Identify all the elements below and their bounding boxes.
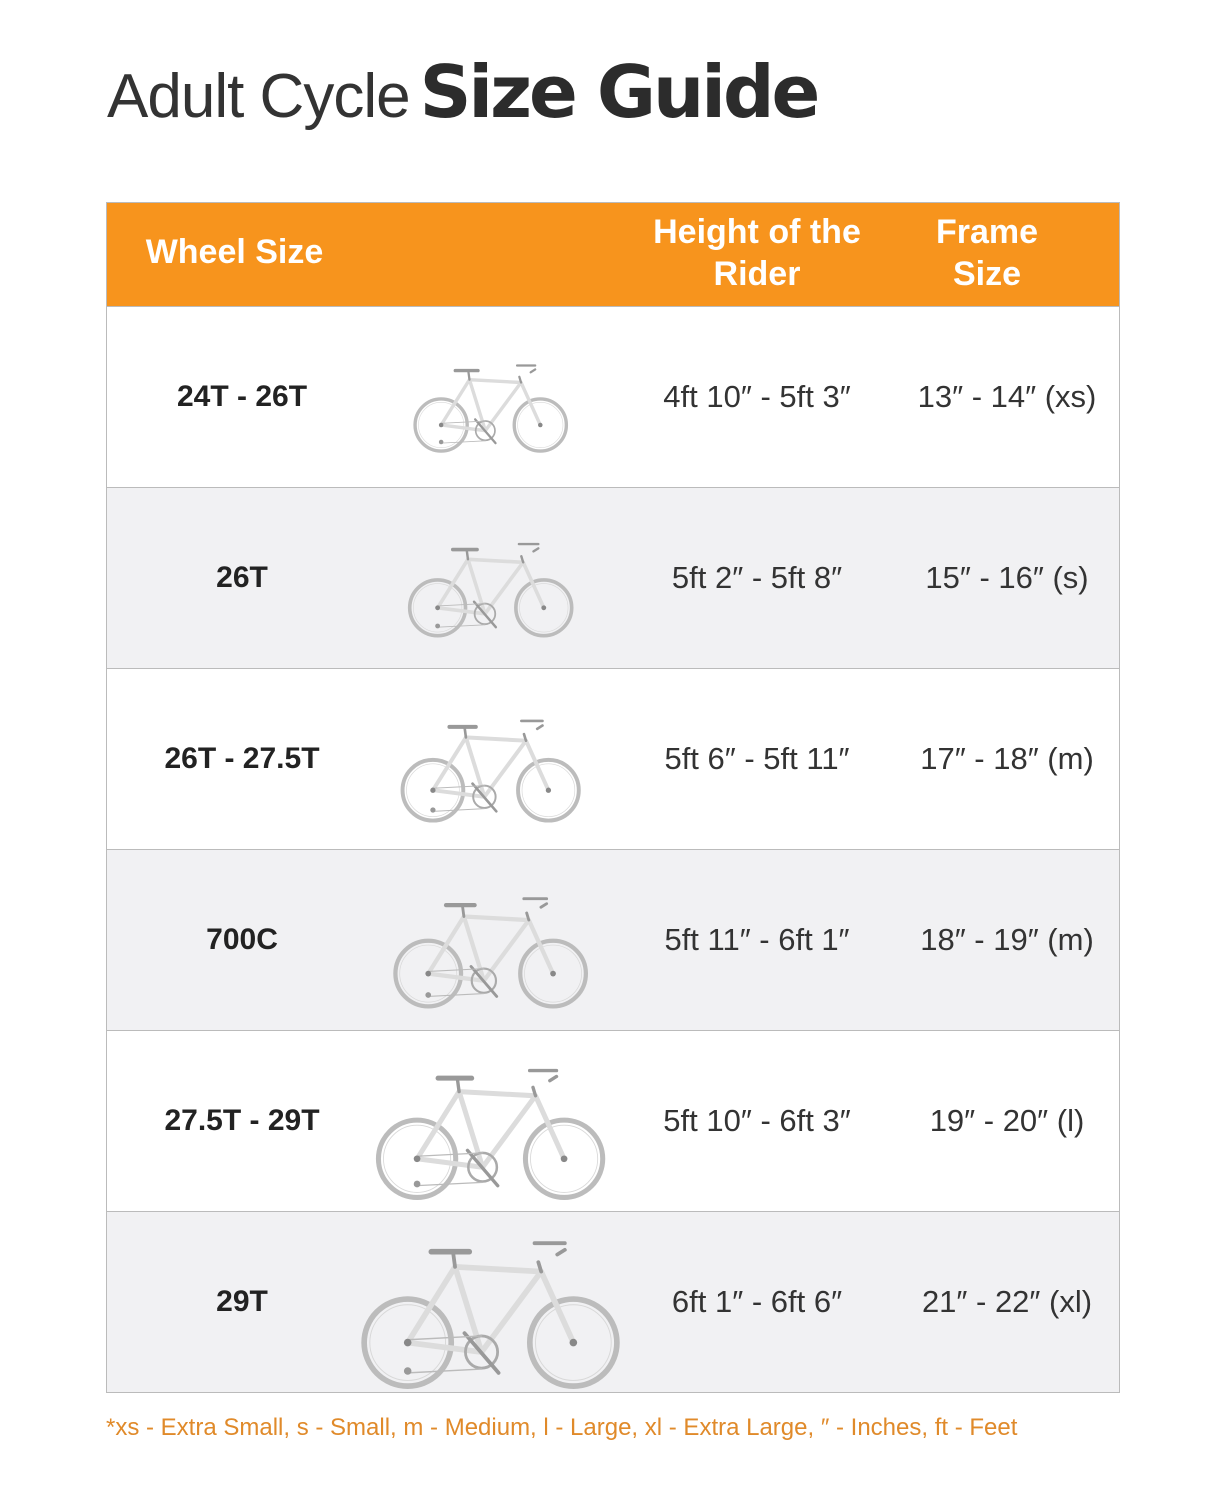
table-row: 27.5T - 29T 5ft 10″ - 6ft 3″ 19″ - 20″ (… bbox=[107, 1030, 1119, 1211]
wheel-size: 24T - 26T bbox=[176, 380, 308, 413]
wheel-size: 29T bbox=[216, 1285, 268, 1318]
rider-height: 5ft 6″ - 5ft 11″ bbox=[664, 741, 850, 776]
title-light: Adult Cycle bbox=[107, 62, 411, 131]
table-row: 26T 5ft 2″ - 5ft 8″ 15″ - 16″ (s) bbox=[107, 487, 1119, 668]
frame-size: 17″ - 18″ (m) bbox=[920, 741, 1094, 776]
bicycle-icon bbox=[384, 888, 598, 1013]
bicycle-icon bbox=[406, 357, 576, 456]
header-rider-height: Height of the Rider bbox=[653, 213, 861, 293]
rider-height: 4ft 10″ - 5ft 3″ bbox=[663, 379, 851, 414]
table-row: 700C 5ft 11″ - 6ft 1″ 18″ - 19″ (m) bbox=[107, 849, 1119, 1030]
title-bold: Size Guide bbox=[419, 50, 821, 134]
wheel-size: 26T bbox=[216, 561, 268, 594]
frame-size: 15″ - 16″ (s) bbox=[925, 560, 1089, 595]
size-guide-table: Wheel Size Height of the Rider Frame Siz… bbox=[106, 202, 1120, 1393]
table-row: 29T 6ft 1″ - 6ft 6″ 21″ - 22″ (xl) bbox=[107, 1211, 1119, 1392]
frame-size: 19″ - 20″ (l) bbox=[929, 1103, 1085, 1138]
frame-size: 21″ - 22″ (xl) bbox=[921, 1284, 1093, 1319]
header-wheel-size: Wheel Size bbox=[145, 233, 324, 271]
table-header: Wheel Size Height of the Rider Frame Siz… bbox=[107, 203, 1119, 306]
wheel-size: 26T - 27.5T bbox=[164, 742, 320, 775]
rider-height: 5ft 10″ - 6ft 3″ bbox=[663, 1103, 851, 1138]
rider-height: 6ft 1″ - 6ft 6″ bbox=[671, 1284, 843, 1319]
bicycle-icon bbox=[400, 535, 582, 641]
footnote: *xs - Extra Small, s - Small, m - Medium… bbox=[106, 1414, 1018, 1441]
table-row: 24T - 26T 4ft 10″ - 5ft 3″ 13″ - 14″ (xs… bbox=[107, 306, 1119, 487]
bicycle-icon bbox=[392, 711, 590, 827]
bicycle-icon bbox=[349, 1229, 633, 1395]
bicycle-icon bbox=[365, 1058, 617, 1205]
frame-size: 18″ - 19″ (m) bbox=[920, 922, 1094, 957]
rider-height: 5ft 11″ - 6ft 1″ bbox=[664, 922, 850, 957]
rider-height: 5ft 2″ - 5ft 8″ bbox=[671, 560, 843, 595]
header-frame-size: Frame Size bbox=[935, 213, 1039, 293]
wheel-size: 27.5T - 29T bbox=[164, 1104, 320, 1137]
table-row: 26T - 27.5T 5ft 6″ - 5ft 11″ 17″ - 18″ (… bbox=[107, 668, 1119, 849]
wheel-size: 700C bbox=[206, 923, 278, 956]
page-title: Adult Cycle Size Guide bbox=[107, 50, 821, 134]
frame-size: 13″ - 14″ (xs) bbox=[917, 379, 1097, 414]
